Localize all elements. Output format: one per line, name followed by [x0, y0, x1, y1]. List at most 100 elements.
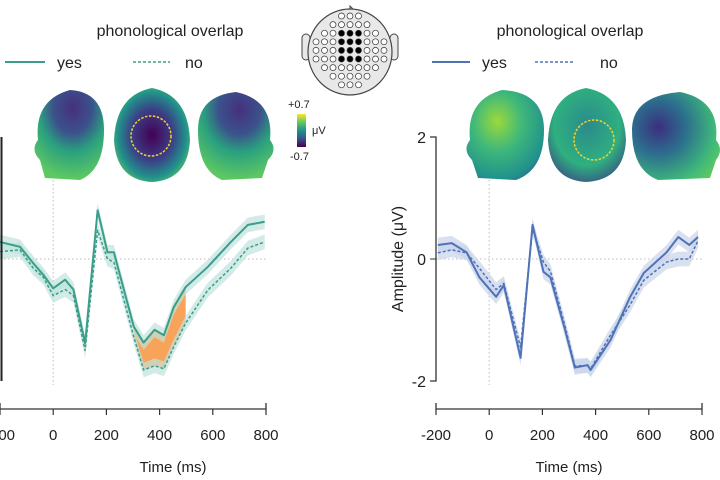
x-tick-label: 400	[147, 427, 172, 444]
electrode	[338, 21, 345, 28]
electrode-selected	[338, 55, 345, 63]
electrode	[329, 55, 337, 63]
electrode	[312, 55, 320, 63]
electrode	[380, 47, 388, 54]
electrode	[346, 81, 354, 89]
electrode	[338, 12, 345, 20]
electrode	[312, 38, 320, 46]
colorbar-max-label: +0.7	[288, 99, 310, 111]
electrode-selected	[346, 38, 354, 46]
electrode	[338, 72, 345, 80]
electrode	[329, 38, 337, 46]
electrode	[346, 64, 354, 71]
electrode	[355, 21, 362, 28]
colorbar	[297, 114, 306, 147]
x-axis	[0, 403, 267, 410]
x-axis-label: Time (ms)	[536, 459, 603, 476]
plot-panel-right: -200 0 200 400 600 800 Time (ms) 2 0 -2 Amplitude …	[390, 128, 715, 476]
series-line-yes	[437, 223, 699, 372]
plot-panel-left: -200 0 200 400 600 800 Time (ms)	[0, 128, 279, 476]
legend-label-yes-left: yes	[57, 55, 82, 72]
electrode	[346, 21, 354, 28]
electrode	[372, 38, 379, 46]
electrode	[363, 29, 371, 37]
electrode-selected	[346, 29, 354, 37]
electrode	[321, 55, 328, 63]
head-topography-top-view	[548, 88, 626, 182]
x-axis-label: Time (ms)	[140, 459, 207, 476]
x-tick-label: -200	[421, 427, 451, 444]
head-topography-right-view	[198, 92, 274, 180]
electrode-selected	[355, 38, 362, 46]
electrode	[363, 47, 371, 54]
y-tick-label: -2	[412, 374, 426, 391]
series-line-no	[0, 229, 265, 371]
y-tick-label: 0	[417, 252, 426, 269]
electrode-montage-icon	[301, 4, 399, 96]
x-tick-label: 800	[253, 427, 278, 444]
electrode	[363, 64, 371, 71]
colorbar-unit-label: μV	[312, 125, 326, 137]
head-topography-right-view	[632, 92, 720, 180]
x-tick-label: 200	[94, 427, 119, 444]
significant-difference-area	[133, 287, 186, 371]
electrode	[372, 64, 379, 71]
electrode	[380, 38, 388, 46]
electrode-selected	[338, 47, 345, 54]
confidence-ribbon-yes	[437, 217, 699, 378]
legend-label-no-right: no	[600, 55, 618, 72]
electrode	[372, 47, 379, 54]
roi-circle	[130, 115, 172, 157]
electrode	[338, 81, 345, 89]
x-tick-label: -200	[0, 427, 15, 444]
x-tick-label: 600	[200, 427, 225, 444]
electrode	[363, 55, 371, 63]
electrode	[380, 55, 388, 63]
electrode	[312, 47, 320, 54]
electrode-selected	[346, 47, 354, 54]
electrode	[363, 38, 371, 46]
y-tick-label: 2	[417, 130, 426, 147]
electrode	[321, 29, 328, 37]
confidence-ribbon-no	[437, 221, 699, 377]
electrode	[329, 64, 337, 71]
electrode	[355, 12, 362, 20]
electrode-selected	[338, 38, 345, 46]
head-topography-top-view	[114, 88, 190, 182]
electrode	[329, 29, 337, 37]
electrode	[355, 64, 362, 71]
x-axis	[435, 403, 703, 410]
electrode-selected	[355, 47, 362, 54]
electrode	[355, 81, 362, 89]
x-tick-label: 0	[49, 427, 57, 444]
x-tick-label: 0	[485, 427, 493, 444]
electrode	[329, 72, 337, 80]
electrode	[321, 47, 328, 54]
topography-right-group	[466, 88, 720, 182]
electrode	[355, 72, 362, 80]
confidence-ribbon-no	[0, 223, 265, 378]
electrode	[329, 47, 337, 54]
legend-label-no-left: no	[185, 55, 203, 72]
series-line-no	[437, 227, 699, 370]
legend-title-left: phonological overlap	[97, 23, 244, 40]
electrode-selected	[346, 55, 354, 63]
electrode-selected	[355, 29, 362, 37]
electrode	[372, 29, 379, 37]
electrode	[321, 64, 328, 71]
electrode	[363, 21, 371, 28]
electrode	[338, 64, 345, 71]
head-topography-left-view	[466, 90, 544, 180]
electrode	[329, 21, 337, 28]
roi-circle	[573, 119, 615, 161]
electrode	[321, 38, 328, 46]
electrode-selected	[338, 29, 345, 37]
x-tick-label: 200	[530, 427, 555, 444]
topography-left-group	[34, 88, 274, 182]
head-topography-left-view	[34, 90, 104, 180]
electrode	[363, 72, 371, 80]
electrode-selected	[355, 55, 362, 63]
electrode	[372, 55, 379, 63]
y-axis-label: Amplitude (μV)	[390, 206, 407, 312]
